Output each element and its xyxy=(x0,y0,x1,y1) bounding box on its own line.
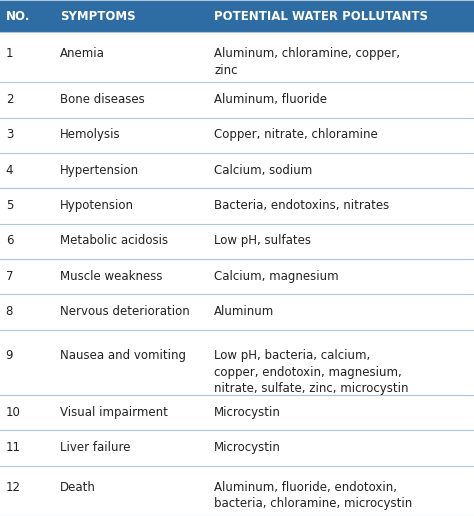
Bar xyxy=(0,330,474,395)
Text: Bone diseases: Bone diseases xyxy=(60,93,145,106)
Text: 9: 9 xyxy=(6,349,13,362)
Bar xyxy=(0,0,474,32)
Text: Aluminum, fluoride, endotoxin,
bacteria, chloramine, microcystin: Aluminum, fluoride, endotoxin, bacteria,… xyxy=(214,481,412,510)
Text: Aluminum, fluoride: Aluminum, fluoride xyxy=(214,93,327,106)
Bar xyxy=(0,259,474,295)
Text: 10: 10 xyxy=(6,406,20,418)
Bar xyxy=(0,465,474,516)
Text: 12: 12 xyxy=(6,481,21,494)
Text: Low pH, sulfates: Low pH, sulfates xyxy=(214,234,311,247)
Text: 4: 4 xyxy=(6,164,13,176)
Bar xyxy=(0,295,474,330)
Bar xyxy=(0,32,474,83)
Text: Death: Death xyxy=(60,481,96,494)
Text: Liver failure: Liver failure xyxy=(60,441,131,454)
Bar xyxy=(0,118,474,153)
Text: POTENTIAL WATER POLLUTANTS: POTENTIAL WATER POLLUTANTS xyxy=(214,10,428,23)
Text: Metabolic acidosis: Metabolic acidosis xyxy=(60,234,168,247)
Text: 1: 1 xyxy=(6,47,13,60)
Text: Aluminum: Aluminum xyxy=(214,305,274,318)
Text: Muscle weakness: Muscle weakness xyxy=(60,270,163,283)
Text: Microcystin: Microcystin xyxy=(214,406,281,418)
Text: Bacteria, endotoxins, nitrates: Bacteria, endotoxins, nitrates xyxy=(214,199,390,212)
Text: Calcium, sodium: Calcium, sodium xyxy=(214,164,312,176)
Text: 3: 3 xyxy=(6,128,13,141)
Text: NO.: NO. xyxy=(6,10,30,23)
Bar xyxy=(0,430,474,465)
Bar xyxy=(0,224,474,259)
Text: Visual impairment: Visual impairment xyxy=(60,406,168,418)
Text: Nervous deterioration: Nervous deterioration xyxy=(60,305,190,318)
Text: Anemia: Anemia xyxy=(60,47,105,60)
Text: 11: 11 xyxy=(6,441,21,454)
Text: Hypertension: Hypertension xyxy=(60,164,139,176)
Text: Microcystin: Microcystin xyxy=(214,441,281,454)
Bar xyxy=(0,395,474,430)
Text: Hypotension: Hypotension xyxy=(60,199,134,212)
Text: 6: 6 xyxy=(6,234,13,247)
Text: 7: 7 xyxy=(6,270,13,283)
Text: Aluminum, chloramine, copper,
zinc: Aluminum, chloramine, copper, zinc xyxy=(214,47,400,77)
Bar xyxy=(0,83,474,118)
Text: 2: 2 xyxy=(6,93,13,106)
Text: Nausea and vomiting: Nausea and vomiting xyxy=(60,349,186,362)
Text: Low pH, bacteria, calcium,
copper, endotoxin, magnesium,
nitrate, sulfate, zinc,: Low pH, bacteria, calcium, copper, endot… xyxy=(214,349,409,395)
Text: Hemolysis: Hemolysis xyxy=(60,128,121,141)
Text: 8: 8 xyxy=(6,305,13,318)
Bar xyxy=(0,188,474,224)
Text: 5: 5 xyxy=(6,199,13,212)
Text: Calcium, magnesium: Calcium, magnesium xyxy=(214,270,339,283)
Bar xyxy=(0,153,474,188)
Text: SYMPTOMS: SYMPTOMS xyxy=(60,10,136,23)
Text: Copper, nitrate, chloramine: Copper, nitrate, chloramine xyxy=(214,128,378,141)
